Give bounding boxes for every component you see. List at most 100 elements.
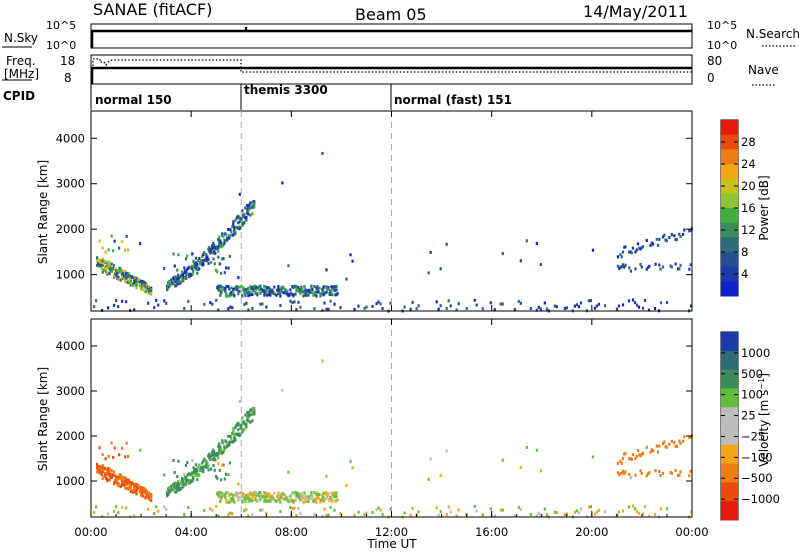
power-cell-3 — [96, 259, 99, 263]
velocity-cell-857 — [429, 457, 432, 461]
power-cell-375 — [234, 232, 237, 236]
power-cell-27 — [103, 260, 107, 264]
velocity-cell-143 — [139, 485, 143, 489]
power-cell-855 — [417, 304, 420, 308]
velocity-cell-476 — [224, 493, 227, 497]
power-cell-446 — [209, 261, 213, 265]
power-cell-594 — [282, 291, 285, 295]
velocity-cell-713 — [616, 471, 620, 475]
power-cell-772 — [683, 228, 686, 232]
velocity-cell-727 — [629, 456, 632, 460]
velocity-cell-814 — [247, 514, 250, 518]
power-ytick-label-0: 1000 — [56, 268, 85, 282]
power-cell-290 — [200, 259, 203, 263]
power-cell-655 — [311, 288, 314, 292]
power-cell-93 — [124, 270, 127, 274]
power-cell-385 — [237, 214, 240, 218]
power-cell-886 — [539, 307, 542, 311]
velocity-cell-105 — [127, 478, 130, 482]
velocity-cell-751 — [658, 469, 661, 473]
power-cell-800 — [191, 252, 194, 256]
velocity-cell-12 — [99, 470, 102, 474]
velocity-cell-863 — [445, 449, 448, 453]
power-cell-698 — [330, 291, 333, 295]
power-cell-724 — [624, 263, 627, 267]
velocity-cell-503 — [238, 491, 241, 495]
power-cell-663 — [314, 291, 317, 295]
velocity-cell-175 — [148, 498, 152, 502]
power-cell-887 — [539, 262, 542, 266]
power-cell-408 — [246, 203, 249, 207]
power-cell-613 — [292, 293, 295, 297]
power-cell-775 — [689, 228, 692, 232]
power-cell-653 — [310, 284, 313, 288]
velocity-cell-153 — [142, 494, 145, 498]
power-cell-127 — [133, 276, 136, 280]
power-cell-480 — [226, 294, 229, 298]
velocity-cell-629 — [299, 498, 302, 502]
power-cell-92 — [124, 280, 127, 284]
power-cell-551 — [262, 288, 265, 292]
velocity-cell-91 — [123, 480, 126, 484]
power-cell-870 — [475, 303, 478, 307]
power-cell-316 — [211, 244, 214, 248]
velocity-cell-923 — [665, 507, 669, 511]
power-cell-791 — [153, 306, 156, 310]
velocity-cell-383 — [237, 423, 240, 427]
power-cell-276 — [195, 261, 198, 265]
power-cell-803 — [211, 302, 214, 306]
power-cell-62 — [115, 273, 118, 277]
velocity-cell-375 — [234, 438, 237, 442]
power-cell-518 — [247, 289, 250, 293]
power-cell-853 — [411, 300, 414, 304]
velocity-cell-766 — [676, 473, 680, 477]
power-cell-189 — [118, 246, 121, 250]
velocity-cell-48 — [109, 475, 112, 479]
velocity-cell-439 — [192, 466, 195, 470]
velocity-cell-41 — [108, 467, 111, 471]
velocity-cell-821 — [289, 505, 292, 509]
power-cell-716 — [619, 265, 622, 269]
velocity-cell-51 — [110, 469, 113, 473]
velocity-cell-448 — [213, 468, 216, 472]
velocity-cell-546 — [259, 498, 262, 502]
velocity-cell-510 — [243, 494, 246, 498]
power-cell-593 — [282, 286, 285, 290]
velocity-cell-110 — [128, 480, 131, 484]
power-cell-145 — [139, 284, 143, 288]
velocity-cell-834 — [333, 508, 336, 512]
velocity-cell-216 — [173, 486, 176, 490]
nsky-tick-top: 10^5 — [46, 19, 76, 32]
power-cell-147 — [141, 282, 144, 286]
velocity-cell-879 — [519, 507, 522, 511]
velocity-cell-469 — [220, 491, 223, 495]
power-cell-883 — [535, 308, 538, 312]
velocity-cell-801 — [203, 508, 206, 512]
power-colorbar-cell-1 — [721, 134, 738, 150]
power-cell-362 — [229, 228, 232, 232]
velocity-cell-432 — [177, 459, 180, 463]
velocity-cell-888 — [543, 507, 546, 511]
velocity-cell-183 — [101, 453, 104, 457]
power-cell-505 — [240, 284, 243, 288]
velocity-cell-450 — [216, 476, 219, 480]
power-cell-337 — [218, 235, 221, 239]
velocity-cell-68 — [116, 478, 119, 482]
power-cell-23 — [103, 268, 107, 272]
power-cell-131 — [135, 281, 138, 285]
power-cell-86 — [121, 275, 125, 279]
velocity-cell-35 — [106, 472, 109, 476]
power-cell-456 — [227, 266, 230, 270]
velocity-cell-107 — [127, 480, 130, 484]
velocity-colorbar-cell-5 — [721, 426, 738, 446]
velocity-cell-82 — [120, 479, 123, 483]
velocity-cell-837 — [349, 459, 352, 463]
velocity-cell-844 — [375, 508, 378, 512]
power-cell-265 — [191, 273, 194, 277]
velocity-cell-34 — [106, 468, 109, 472]
velocity-cell-726 — [628, 472, 631, 476]
velocity-cell-106 — [127, 486, 130, 490]
velocity-cell-723 — [624, 452, 627, 456]
power-cell-692 — [327, 287, 330, 291]
power-colorbar-cell-2 — [721, 149, 738, 165]
